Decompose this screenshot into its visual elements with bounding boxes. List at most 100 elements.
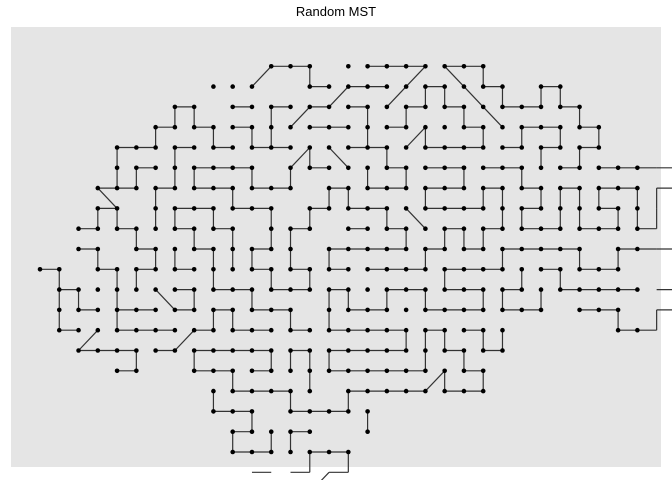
mst-node [480, 287, 486, 292]
mst-node [134, 267, 139, 272]
mst-node [230, 267, 235, 272]
mst-node [346, 124, 351, 130]
mst-node [615, 206, 621, 211]
mst-node [384, 124, 390, 130]
mst-node [288, 409, 293, 414]
mst-node [153, 327, 158, 333]
mst-node [557, 226, 563, 231]
mst-node [114, 348, 120, 353]
mst-node [95, 185, 101, 191]
mst-node [268, 124, 274, 130]
mst-node [442, 246, 447, 252]
mst-node [307, 145, 313, 150]
mst-node [153, 267, 158, 272]
mst-node [230, 409, 235, 414]
mst-node [461, 84, 467, 89]
mst-node [288, 307, 293, 313]
mst-node [538, 246, 544, 252]
mst-node [249, 246, 255, 252]
mst-node [172, 185, 178, 191]
mst-node [423, 185, 428, 191]
mst-node [596, 165, 602, 171]
mst-node [635, 185, 640, 191]
mst-node [346, 185, 351, 191]
mst-node [307, 368, 313, 374]
mst-node [384, 287, 390, 292]
mst-node [153, 124, 158, 130]
mst-node [538, 145, 544, 150]
mst-node [423, 64, 428, 69]
mst-node [211, 307, 216, 313]
mst-node [288, 246, 293, 252]
mst-node [500, 348, 505, 353]
mst-node [384, 348, 390, 353]
mst-node [615, 165, 621, 171]
mst-node [442, 287, 447, 292]
mst-node [365, 145, 370, 150]
mst-node [480, 246, 486, 252]
mst-node [114, 145, 120, 150]
mst-node [307, 327, 313, 333]
mst-node [134, 307, 139, 313]
mst-node [249, 104, 255, 110]
mst-node [268, 185, 274, 191]
mst-node [442, 64, 447, 69]
mst-node [384, 388, 390, 394]
mst-node [153, 206, 158, 211]
mst-node [95, 348, 101, 353]
mst-node [134, 348, 139, 353]
mst-node [249, 206, 255, 211]
mst-node [230, 84, 235, 89]
mst-node [557, 104, 563, 110]
mst-node [384, 145, 390, 150]
mst-node [423, 104, 428, 110]
mst-node [326, 206, 332, 211]
mst-node [191, 327, 197, 333]
mst-node [596, 307, 602, 313]
mst-node [577, 104, 582, 110]
mst-node [635, 226, 640, 231]
mst-node [268, 64, 274, 69]
mst-node [519, 246, 525, 252]
mst-node [442, 327, 447, 333]
mst-node [596, 287, 602, 292]
mst-node [423, 307, 428, 313]
mst-node [76, 307, 81, 313]
mst-node [153, 185, 158, 191]
mst-node [615, 246, 621, 252]
mst-node [56, 267, 62, 272]
mst-node [480, 368, 486, 374]
mst-node [326, 185, 332, 191]
mst-node [480, 165, 486, 171]
mst-node [557, 287, 563, 292]
mst-node [307, 449, 313, 455]
mst-node [403, 327, 409, 333]
mst-node [577, 185, 582, 191]
mst-node [56, 287, 62, 292]
mst-node [500, 206, 505, 211]
mst-node [268, 226, 274, 231]
mst-node [346, 267, 351, 272]
mst-edge [405, 207, 426, 230]
mst-node [480, 145, 486, 150]
mst-node [326, 348, 332, 353]
mst-node [172, 104, 178, 110]
mst-node [365, 104, 370, 110]
mst-node [346, 104, 351, 110]
mst-node [134, 145, 139, 150]
mst-node [346, 84, 351, 89]
mst-node [211, 185, 216, 191]
mst-node [191, 246, 197, 252]
mst-node [519, 267, 525, 272]
mst-node [500, 124, 505, 130]
mst-edge [482, 106, 503, 128]
mst-node [268, 104, 274, 110]
mst-node [249, 368, 255, 374]
mst-node [403, 287, 409, 292]
mst-node [230, 226, 235, 231]
mst-node [326, 145, 332, 150]
mst-node [461, 206, 467, 211]
mst-node [249, 124, 255, 130]
mst-node [346, 368, 351, 374]
mst-node [577, 226, 582, 231]
